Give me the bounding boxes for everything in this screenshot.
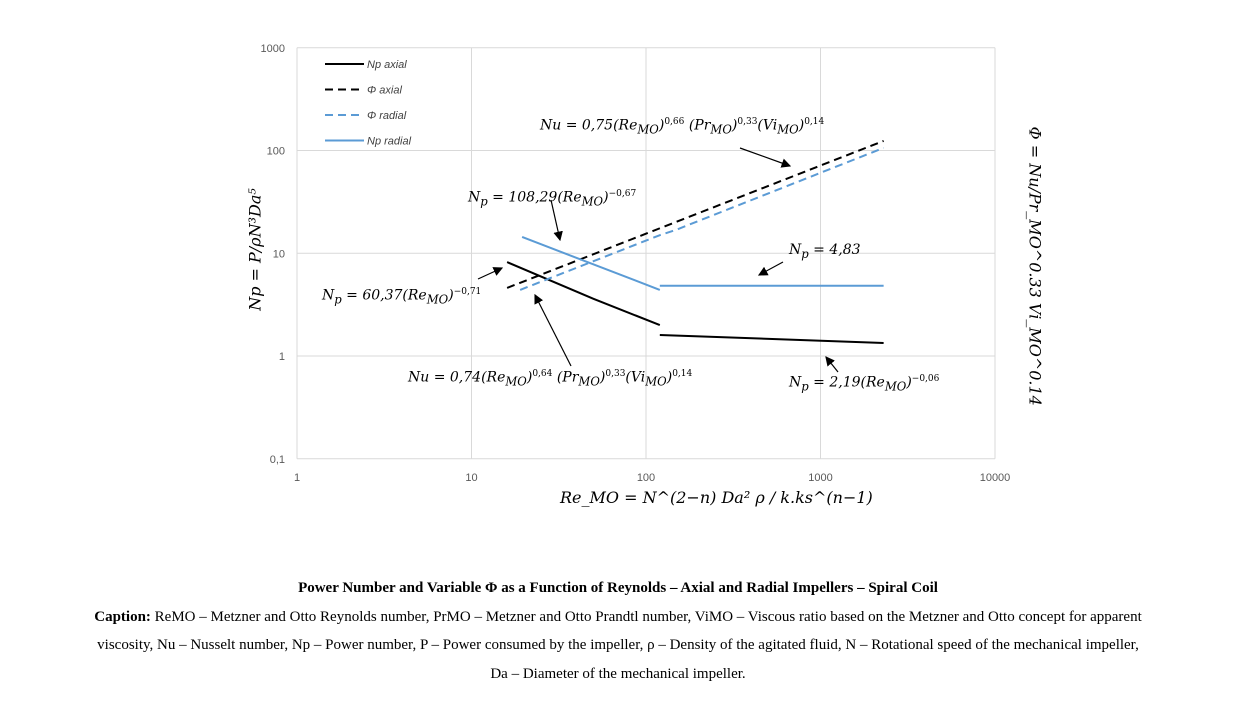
annotation-nu-axial: Nu = 0,75(ReMO)0,66 (PrMO)0,33(ViMO)0,14 (540, 117, 825, 137)
x-tick-label: 10000 (980, 472, 1011, 484)
annotation-np-radial: Np = 108,29(ReMO)−0,67 (468, 189, 637, 209)
annotation-np-const: Np = 4,83 (789, 242, 861, 261)
series-line-np-axial (659, 334, 884, 344)
caption-line-1: Caption: ReMO – Metzner and Otto Reynold… (94, 609, 1142, 625)
arrow-nu-axial (739, 147, 792, 168)
arrow-np-radial (550, 199, 563, 242)
y-tick-label: 100 (267, 146, 285, 158)
x-axis-label: Re_MO = N^(2−n) Da² ρ / k.ks^(n−1) (560, 488, 873, 507)
figure-title: Power Number and Variable Φ as a Functio… (298, 580, 938, 596)
legend-label: Np axial (367, 59, 407, 71)
legend-label: Np radial (367, 136, 412, 148)
y-tick-label: 1000 (261, 43, 285, 55)
annotation-nu-radial: Nu = 0,74(ReMO)0,64 (PrMO)0,33(ViMO)0,14 (408, 369, 693, 389)
caption-line-2: viscosity, Nu – Nusselt number, Np – Pow… (97, 637, 1139, 653)
series-line-np-axial (506, 261, 661, 326)
arrow-np-const (757, 261, 784, 276)
series-line-φ-axial (506, 139, 884, 289)
arrow-np-axial2 (825, 356, 839, 373)
annotation-np-axial: Np = 60,37(ReMO)−0,71 (322, 287, 482, 307)
series-line-np-radial (521, 236, 661, 291)
annotation-np-axial2: Np = 2,19(ReMO)−0,06 (789, 374, 940, 394)
legend-label: Φ radial (367, 110, 407, 122)
series-line-φ-radial (519, 146, 884, 291)
arrow-nu-radial (534, 293, 572, 367)
arrow-np-axial (477, 267, 504, 280)
x-tick-label: 1 (294, 472, 300, 484)
y-tick-label: 0,1 (270, 454, 285, 466)
x-tick-label: 10 (465, 472, 477, 484)
x-tick-label: 100 (637, 472, 655, 484)
y-tick-label: 10 (273, 248, 285, 260)
x-tick-label: 1000 (808, 472, 832, 484)
caption-line-3: Da – Diameter of the mechanical impeller… (490, 666, 746, 682)
legend-label: Φ axial (367, 85, 402, 97)
y-axis-label: Np = P/ρN³Da⁵ (245, 188, 265, 311)
y-tick-label: 1 (279, 351, 285, 363)
y-axis-label-right: Φ = Nu/Pr_MO^0.33 Vi_MO^0.14 (1025, 126, 1045, 406)
annotation-arrows (477, 147, 839, 373)
